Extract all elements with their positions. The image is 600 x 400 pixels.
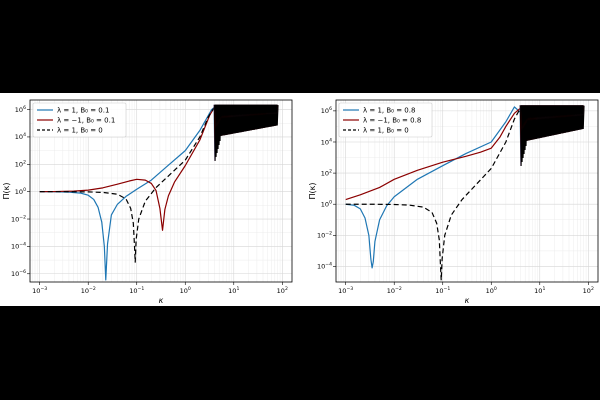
legend: λ = 1, B₀ = 0.1 λ = −1, B₀ = 0.1 λ = 1, B₀… [32, 102, 127, 138]
series-line-3 [345, 107, 521, 281]
legend-box [32, 102, 127, 138]
legend-label-3: λ = 1, B₀ = 0 [363, 126, 409, 134]
x-tick-label: 10−1 [129, 286, 144, 295]
y-axis-label: Π(κ) [308, 183, 317, 200]
series-line-2 [345, 107, 521, 201]
legend: λ = 1, B₀ = 0.8 λ = −1, B₀ = 0.8 λ = 1, B₀… [338, 102, 433, 138]
x-tick-label: 101 [534, 286, 545, 295]
legend-label-2: λ = −1, B₀ = 0.8 [363, 116, 421, 124]
x-tick-label: 10−3 [338, 286, 353, 295]
x-tick-label: 10−2 [81, 286, 96, 295]
legend-label-2: λ = −1, B₀ = 0.1 [57, 116, 115, 124]
series-line-3 [39, 106, 215, 263]
series-line-1 [345, 106, 521, 269]
x-tick-label: 100 [486, 286, 497, 295]
y-tick-label: 100 [321, 200, 332, 209]
series-line-1 [39, 106, 215, 281]
y-tick-label: 10−2 [317, 231, 332, 240]
y-tick-label: 10−4 [317, 262, 332, 271]
y-tick-label: 106 [321, 106, 332, 115]
y-tick-label: 10−6 [11, 269, 26, 278]
x-tick-label: 102 [583, 286, 594, 295]
y-tick-label: 106 [15, 105, 26, 114]
chart-panel-2: 10−3 10−2 10−1 100 101 102 10−4 10−2 100 102 104 10… [308, 99, 599, 305]
series-group [345, 105, 585, 281]
legend-label-1: λ = 1, B₀ = 0.1 [57, 106, 109, 114]
series-tail-3 [519, 105, 585, 166]
plot-frame [29, 99, 293, 283]
x-tick-label: 100 [180, 286, 191, 295]
y-axis-label: Π(κ) [2, 183, 11, 200]
x-axis-label: κ [159, 296, 164, 305]
y-tick-label: 10−2 [11, 214, 26, 223]
plot-frame [335, 99, 599, 283]
chart-panel-1: 10−3 10−2 10−1 100 101 102 10−6 10−4 10−2 100 102 1… [2, 99, 293, 305]
legend-box [338, 102, 433, 138]
legend-label-3: λ = 1, B₀ = 0 [57, 126, 103, 134]
x-tick-label: 101 [228, 286, 239, 295]
x-axis-label: κ [465, 296, 470, 305]
series-line-2 [39, 106, 215, 231]
y-tick-label: 100 [15, 187, 26, 196]
x-tick-label: 102 [277, 286, 288, 295]
series-tail-3 [213, 104, 279, 161]
y-tick-label: 102 [15, 160, 26, 169]
y-tick-label: 102 [321, 168, 332, 177]
series-group [39, 104, 279, 281]
y-tick-label: 104 [15, 132, 26, 141]
legend-label-1: λ = 1, B₀ = 0.8 [363, 106, 415, 114]
x-tick-label: 10−1 [435, 286, 450, 295]
x-tick-label: 10−3 [32, 286, 47, 295]
y-tick-label: 10−4 [11, 242, 26, 251]
y-tick-label: 104 [321, 137, 332, 146]
x-tick-label: 10−2 [387, 286, 402, 295]
